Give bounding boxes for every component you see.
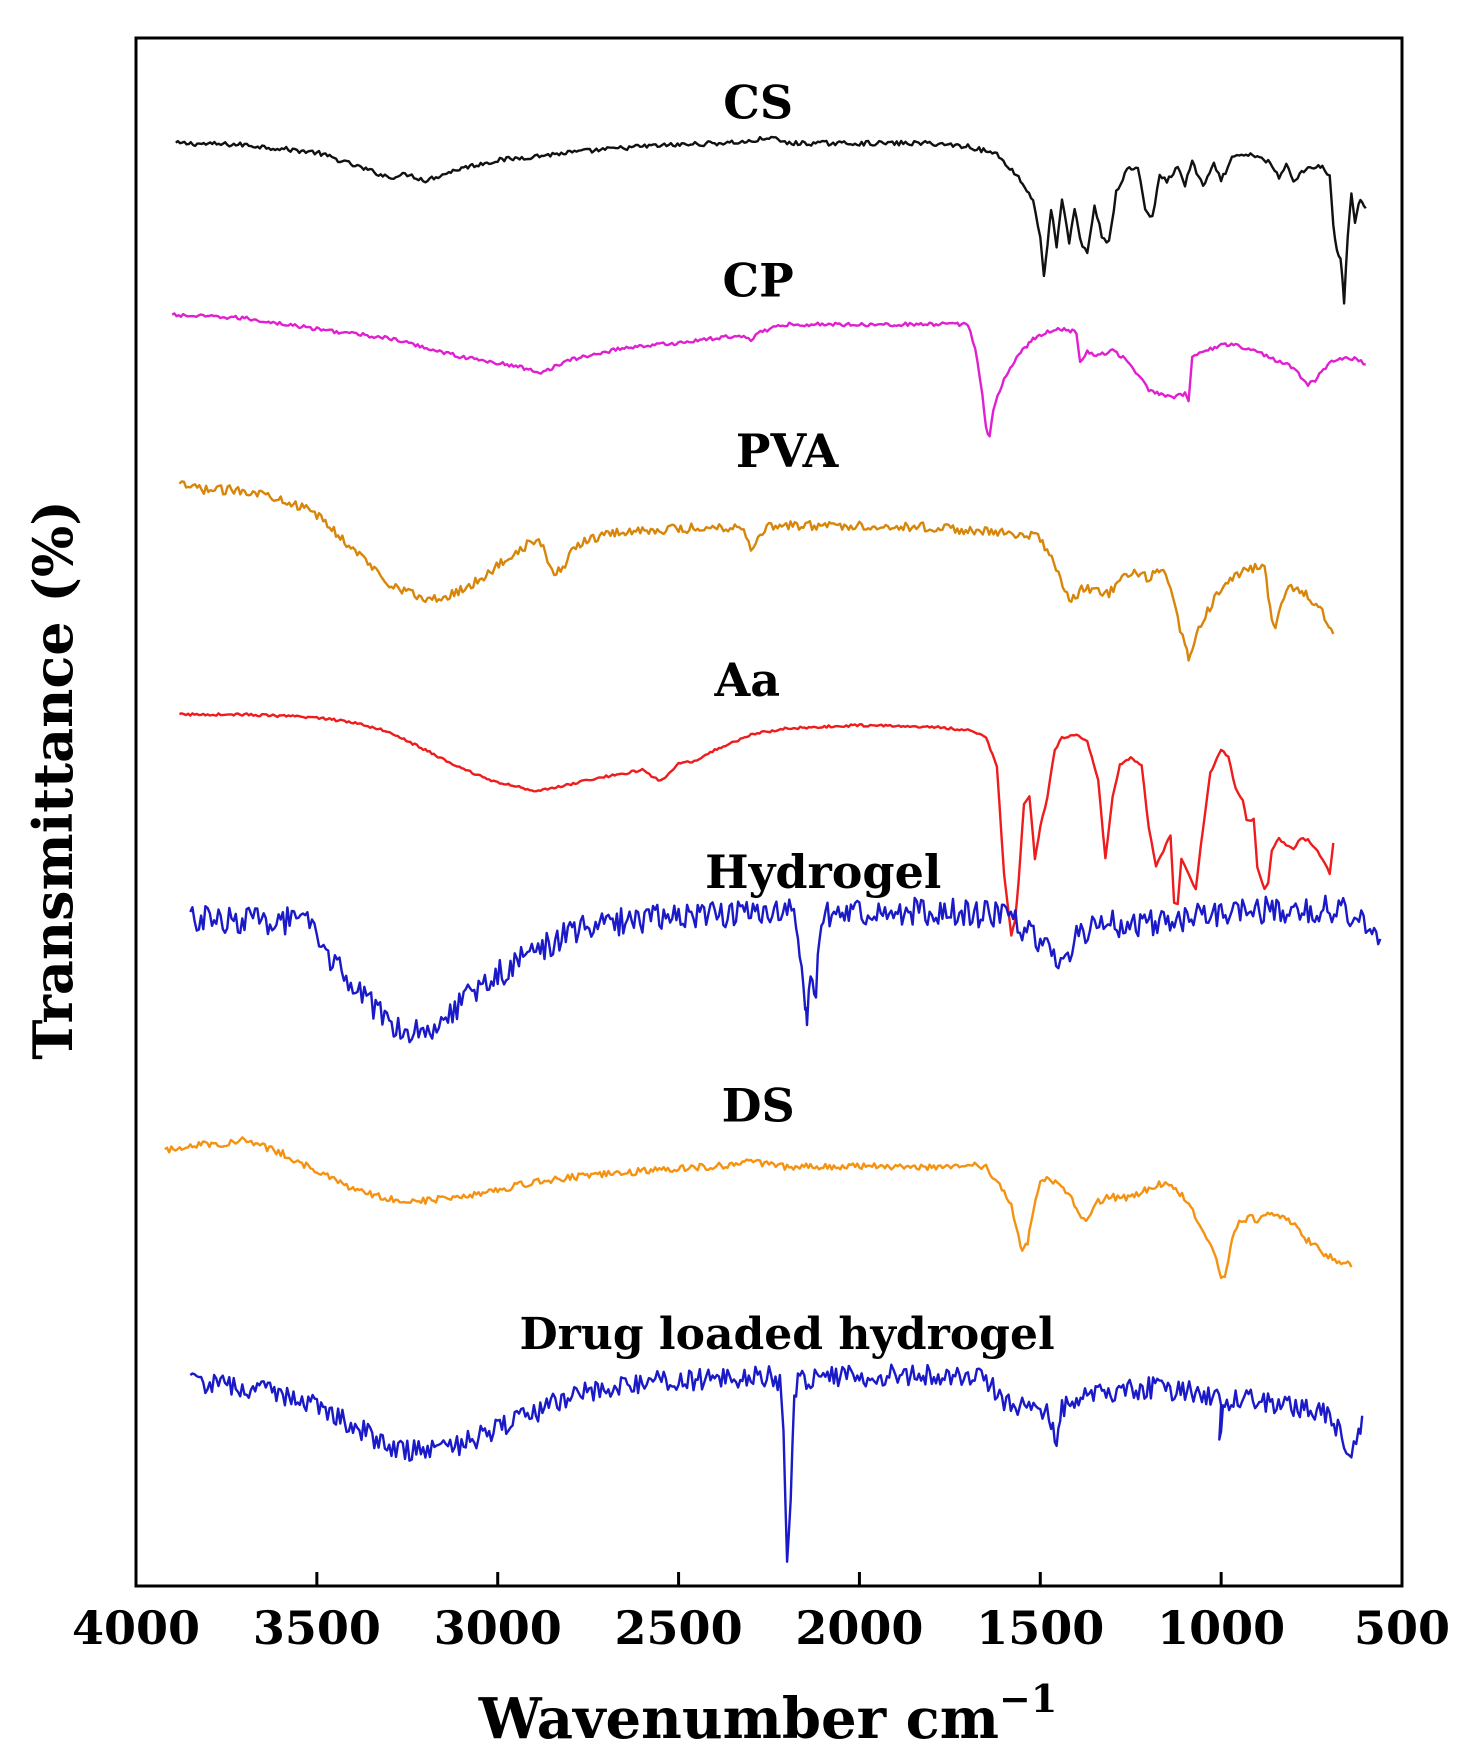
series-label-drug-loaded-hydrogel: Drug loaded hydrogel — [520, 1309, 1055, 1360]
x-tick-label: 3000 — [434, 1601, 562, 1655]
x-axis-label-text: Wavenumber cm — [478, 1686, 999, 1750]
x-tick-label: 4000 — [72, 1601, 200, 1655]
series-group — [164, 135, 1382, 1563]
series-line-aa — [179, 712, 1335, 937]
series-label-ds: DS — [722, 1079, 795, 1133]
series-line-cs — [175, 135, 1367, 305]
x-tick-label: 3500 — [253, 1601, 381, 1655]
series-line-pva — [178, 480, 1335, 662]
y-axis-label: Transmittance (%) — [21, 500, 85, 1060]
series-line-hydrogel — [189, 894, 1382, 1044]
x-tick-label: 2500 — [615, 1601, 743, 1655]
x-tick-label: 1000 — [1157, 1601, 1285, 1655]
series-label-hydrogel: Hydrogel — [705, 845, 941, 899]
series-label-pva: PVA — [736, 424, 840, 478]
x-tick-group: 4000 3500 3000 2500 2000 1500 1000 500 — [72, 1572, 1450, 1655]
x-tick-label: 500 — [1354, 1601, 1450, 1655]
series-line-drug-loaded-hydrogel — [189, 1363, 1364, 1563]
series-label-aa: Aa — [714, 653, 781, 707]
series-label-cp: CP — [723, 254, 794, 308]
series-label-group: CS CP PVA Aa Hydrogel DS Drug loaded hydrogel — [520, 75, 1055, 1360]
x-tick-label: 1500 — [976, 1601, 1104, 1655]
series-line-ds — [164, 1136, 1353, 1280]
series-line-cp — [171, 312, 1366, 438]
x-axis-label-superscript: −1 — [999, 1676, 1057, 1721]
series-label-cs: CS — [723, 75, 793, 129]
x-axis-label: Wavenumber cm−1 — [478, 1676, 1058, 1750]
x-tick-label: 2000 — [795, 1601, 923, 1655]
plot-frame — [134, 36, 1404, 1588]
